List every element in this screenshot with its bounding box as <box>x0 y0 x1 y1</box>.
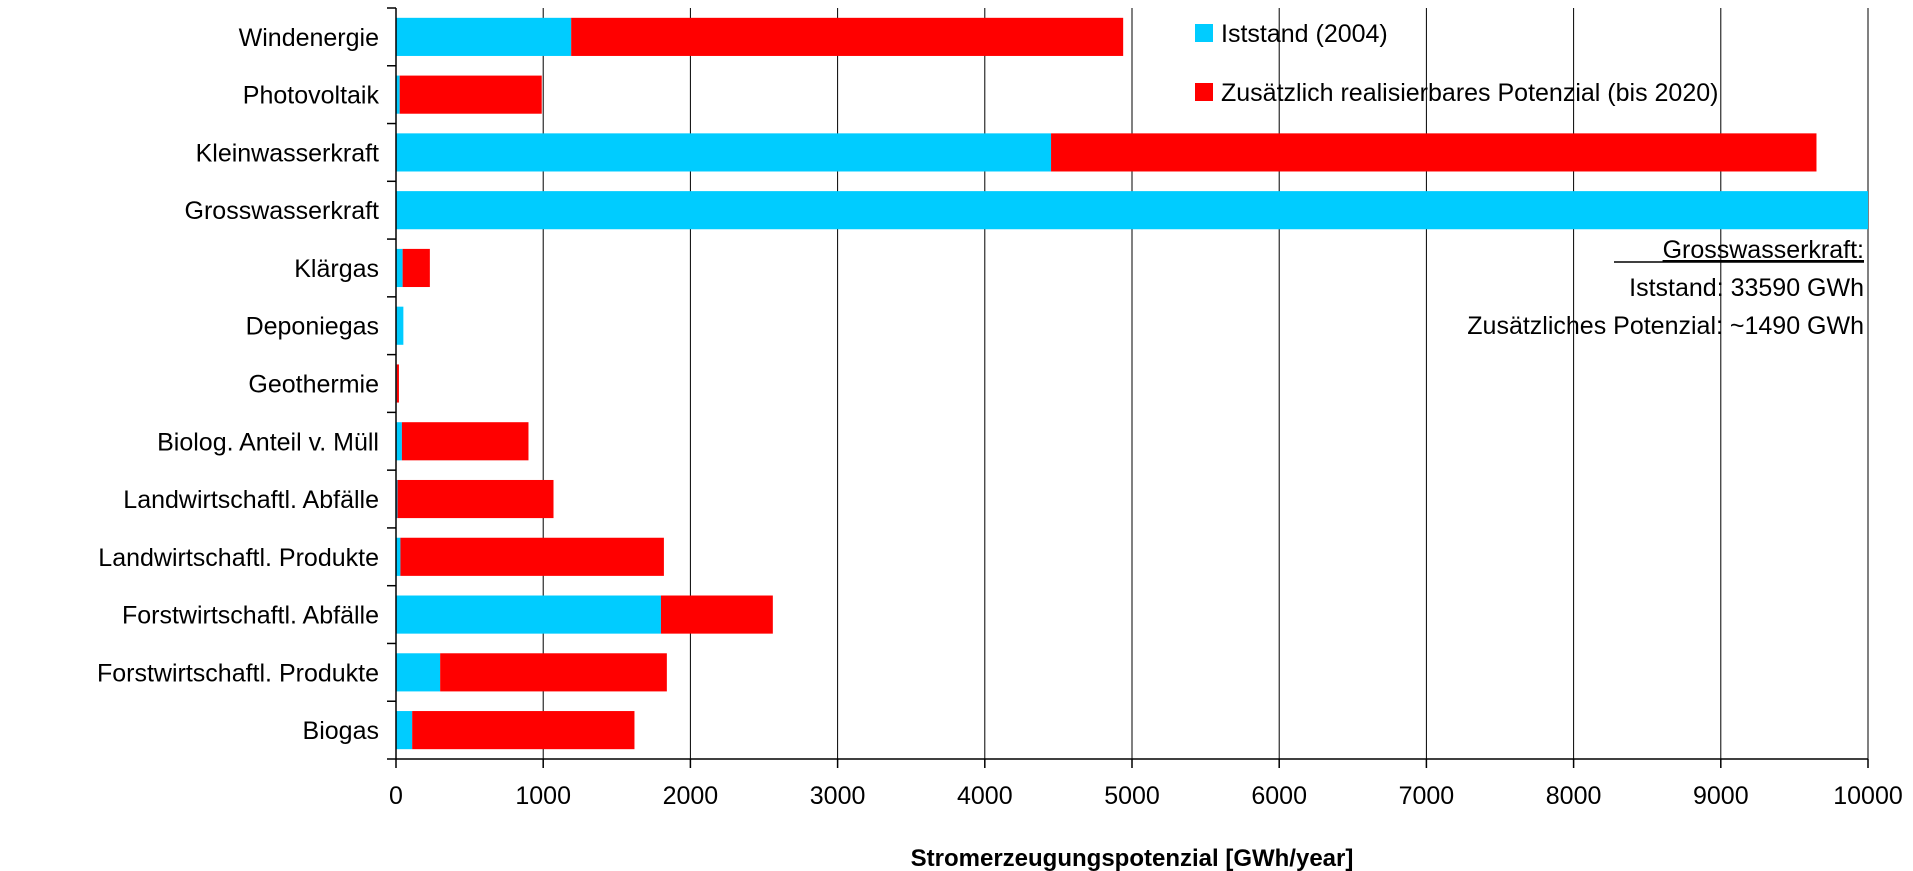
legend-label-iststand: Iststand (2004) <box>1221 20 1388 48</box>
bar-iststand <box>396 248 403 288</box>
bar-iststand <box>396 133 1052 172</box>
category-label: Photovoltaik <box>243 82 380 110</box>
category-label: Geothermie <box>248 371 379 399</box>
x-tick-label: 8000 <box>1546 782 1602 810</box>
bar-potenzial <box>397 479 554 519</box>
bar-iststand <box>396 306 404 345</box>
bar-potenzial <box>571 17 1124 56</box>
x-tick-label: 7000 <box>1399 782 1455 810</box>
bar-iststand <box>396 653 441 692</box>
annotation-line-potenzial: Zusätzliches Potenzial: ~1490 GWh <box>1467 312 1864 340</box>
category-label: Deponiegas <box>246 313 379 341</box>
category-label: Biolog. Anteil v. Müll <box>157 428 379 456</box>
bar-iststand <box>396 422 402 461</box>
legend-swatch-iststand <box>1195 24 1213 42</box>
annotation-grosswasserkraft: Grosswasserkraft: Iststand: 33590 GWh Zu… <box>1467 236 1864 340</box>
x-tick-label: 1000 <box>515 782 571 810</box>
gridlines <box>542 8 1869 759</box>
legend-label-potenzial: Zusätzlich realisierbares Potenzial (bis… <box>1221 79 1718 107</box>
category-label: Kleinwasserkraft <box>196 139 379 167</box>
category-label: Forstwirtschaftl. Produkte <box>97 659 379 687</box>
category-label: Klärgas <box>294 255 379 283</box>
legend-swatch-potenzial <box>1195 83 1213 101</box>
category-label: Grosswasserkraft <box>185 197 380 225</box>
axes <box>387 7 1868 760</box>
bar-potenzial <box>412 711 635 750</box>
bar-iststand <box>396 191 1868 230</box>
x-tick-label: 2000 <box>663 782 719 810</box>
bar-potenzial <box>400 537 664 576</box>
bar-potenzial <box>660 595 773 634</box>
annotation-title: Grosswasserkraft: <box>1663 236 1864 264</box>
bar-iststand <box>396 75 400 114</box>
x-tick-label: 3000 <box>810 782 866 810</box>
category-labels: Windenergie Photovoltaik Kleinwasserkraft G… <box>97 24 380 745</box>
bar-iststand <box>396 537 401 576</box>
category-label: Forstwirtschaftl. Abfälle <box>122 602 379 630</box>
legend: Iststand (2004) Zusätzlich realisierbare… <box>1195 20 1718 107</box>
x-tick-label: 5000 <box>1104 782 1160 810</box>
bar-iststand <box>396 711 413 750</box>
category-label: Landwirtschaftl. Produkte <box>98 544 379 572</box>
bar-potenzial <box>399 75 542 114</box>
bar-iststand <box>396 17 572 56</box>
bar-iststand <box>396 595 661 634</box>
tick-labels: 0 1000 2000 3000 4000 5000 6000 7000 8000 9000 100… <box>389 759 1903 810</box>
x-tick-label: 9000 <box>1693 782 1749 810</box>
category-label: Biogas <box>303 717 379 745</box>
x-tick-label: 10000 <box>1833 782 1903 810</box>
bar-potenzial <box>401 422 529 461</box>
x-axis-title: Stromerzeugungspotenzial [GWh/year] <box>911 845 1354 871</box>
x-tick-label: 6000 <box>1251 782 1307 810</box>
bar-potenzial <box>1051 133 1817 172</box>
category-label: Landwirtschaftl. Abfälle <box>123 486 379 514</box>
category-label: Windenergie <box>239 24 379 52</box>
bars <box>396 17 1868 750</box>
annotation-line-iststand: Iststand: 33590 GWh <box>1629 274 1864 302</box>
x-tick-label: 4000 <box>957 782 1013 810</box>
bar-potenzial <box>396 364 399 403</box>
x-tick-label: 0 <box>389 782 403 810</box>
bar-potenzial <box>440 653 667 692</box>
bar-potenzial <box>402 248 430 288</box>
